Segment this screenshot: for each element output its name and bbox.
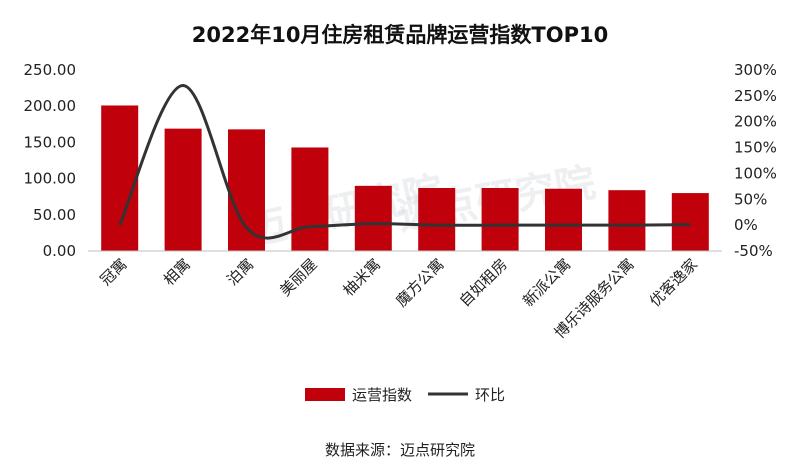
- category-label: 魔方公寓: [392, 255, 447, 310]
- right-tick-label: 300%: [734, 61, 777, 79]
- bar: [354, 185, 392, 251]
- bar: [418, 188, 456, 251]
- category-label: 自如租房: [456, 255, 511, 310]
- left-tick-label: 0.00: [43, 242, 76, 260]
- category-label: 新派公寓: [519, 255, 574, 310]
- bar: [481, 188, 519, 251]
- legend-label-bar: 运营指数: [352, 386, 412, 404]
- category-label: 泊寓: [223, 255, 257, 289]
- chart-title: 2022年10月住房租赁品牌运营指数TOP10: [192, 23, 608, 47]
- bar: [608, 190, 646, 251]
- legend-swatch-bar: [305, 388, 345, 401]
- right-tick-label: -50%: [734, 242, 773, 260]
- line-series: [118, 84, 691, 240]
- source-text: 数据来源：迈点研究院: [325, 441, 475, 459]
- category-label: 柚米寓: [340, 255, 385, 300]
- right-tick-label: 200%: [734, 113, 777, 131]
- right-axis: -50% 0% 50% 100% 150% 200% 250% 300%: [734, 61, 777, 260]
- bar: [671, 193, 709, 251]
- bar: [228, 129, 265, 251]
- legend-label-line: 环比: [475, 386, 505, 404]
- right-tick-label: 50%: [734, 190, 767, 208]
- right-tick-label: 0%: [734, 216, 758, 234]
- right-tick-label: 250%: [734, 87, 777, 105]
- left-tick-label: 150.00: [24, 133, 77, 151]
- left-tick-label: 100.00: [24, 170, 77, 188]
- bar: [545, 188, 582, 251]
- left-axis: 0.00 50.00 100.00 150.00 200.00 250.00: [24, 61, 77, 260]
- bar: [164, 128, 202, 251]
- left-tick-label: 200.00: [24, 97, 77, 115]
- category-label: 相寓: [160, 255, 194, 289]
- line-path: [118, 84, 691, 240]
- category-label: 美丽屋: [276, 255, 321, 300]
- bar: [291, 147, 329, 251]
- left-tick-label: 50.00: [33, 206, 76, 224]
- right-tick-label: 100%: [734, 164, 777, 182]
- bar: [101, 105, 139, 251]
- left-tick-label: 250.00: [24, 61, 77, 79]
- legend: 运营指数 环比: [305, 386, 505, 404]
- bar-series: [101, 105, 709, 251]
- right-tick-label: 150%: [734, 139, 777, 157]
- category-label: 冠寓: [97, 255, 131, 289]
- category-label: 优客逸家: [646, 255, 701, 310]
